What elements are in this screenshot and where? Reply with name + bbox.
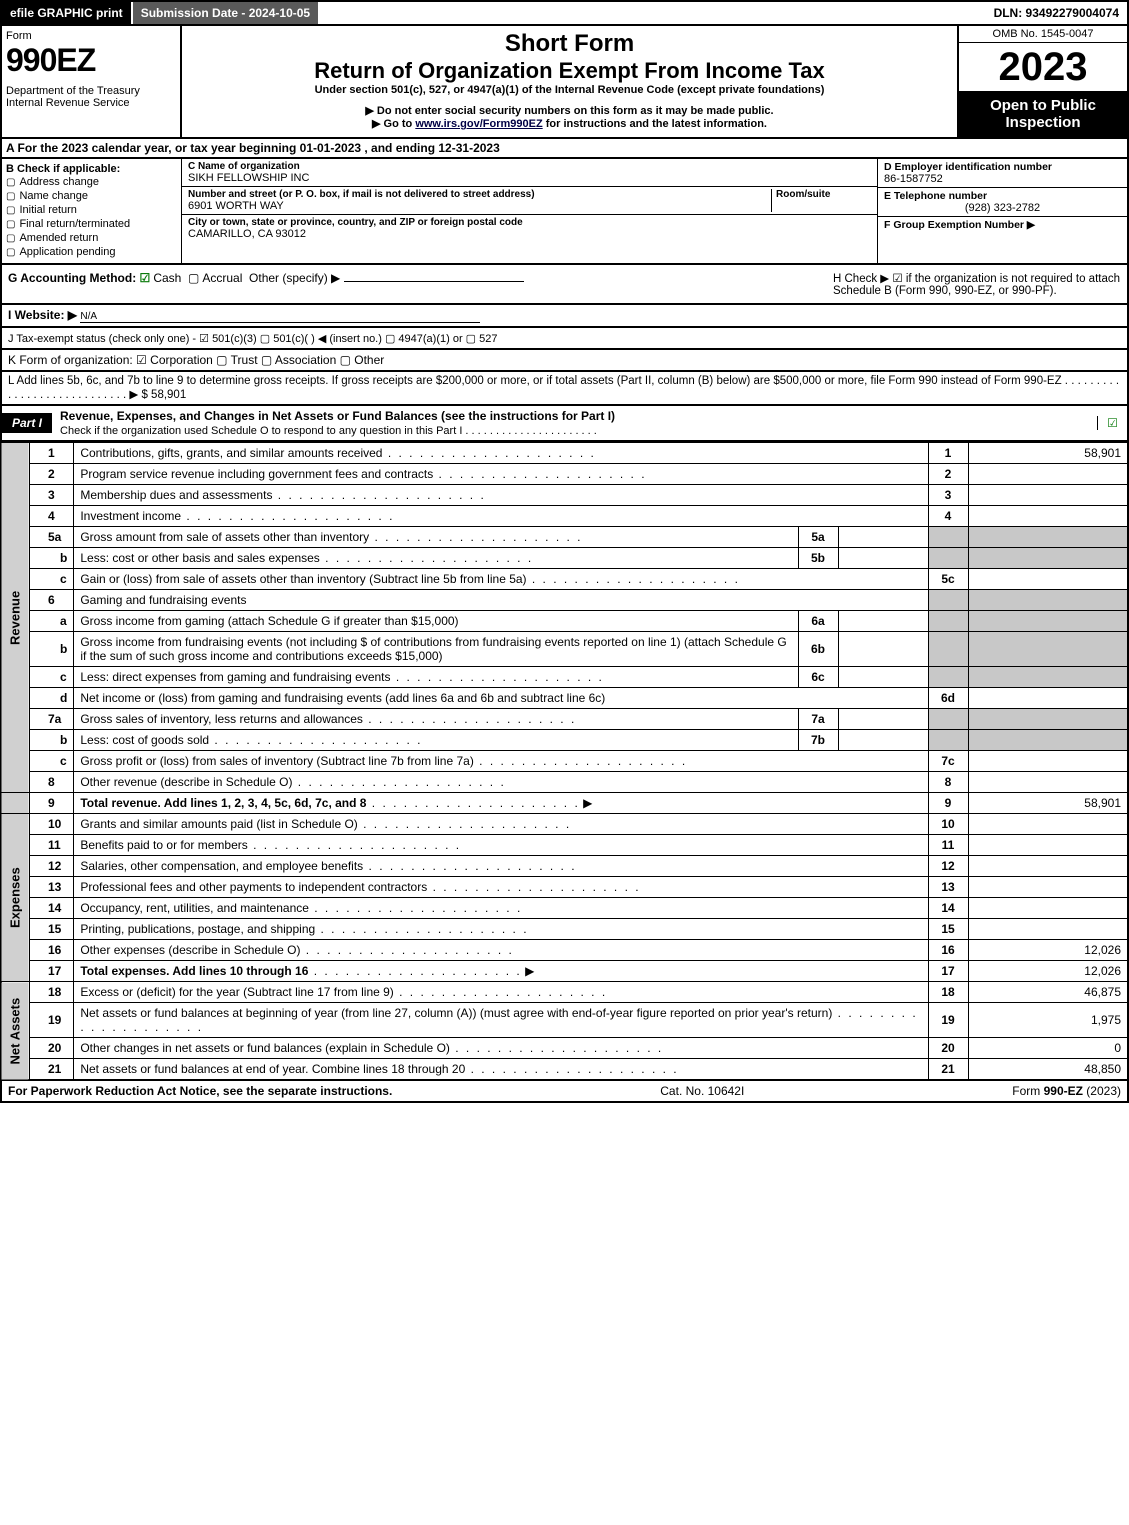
header-center: Short Form Return of Organization Exempt…: [182, 26, 957, 137]
topbar: efile GRAPHIC print Submission Date - 20…: [0, 0, 1129, 24]
info-block: B Check if applicable: Address change Na…: [0, 159, 1129, 265]
cat-no: Cat. No. 10642I: [392, 1084, 1012, 1098]
part1-title: Revenue, Expenses, and Changes in Net As…: [52, 406, 1097, 440]
section-i: I Website: ▶ N/A: [0, 305, 1129, 328]
chk-address-change[interactable]: Address change: [6, 175, 177, 189]
header-left: Form 990EZ Department of the Treasury In…: [2, 26, 182, 137]
line17-value: 12,026: [968, 961, 1128, 982]
chk-final-return[interactable]: Final return/terminated: [6, 217, 177, 231]
submission-date: Submission Date - 2024-10-05: [131, 2, 318, 24]
section-k: K Form of organization: ☑ Corporation ▢ …: [0, 350, 1129, 372]
room-label: Room/suite: [776, 189, 871, 200]
ssn-warning: ▶ Do not enter social security numbers o…: [186, 104, 953, 117]
chk-initial-return[interactable]: Initial return: [6, 203, 177, 217]
netassets-vlabel: Net Assets: [1, 982, 30, 1081]
section-d-e-f: D Employer identification number 86-1587…: [877, 159, 1127, 263]
line15-value: [968, 919, 1128, 940]
form-ref: Form 990-EZ (2023): [1012, 1084, 1121, 1098]
line5b-value: [838, 548, 928, 569]
chk-name-change[interactable]: Name change: [6, 189, 177, 203]
part1-header: Part I Revenue, Expenses, and Changes in…: [0, 406, 1129, 442]
line10-value: [968, 814, 1128, 835]
line21-value: 48,850: [968, 1059, 1128, 1081]
dln: DLN: 93492279004074: [986, 2, 1127, 24]
tax-year: 2023: [959, 43, 1127, 91]
form-word: Form: [6, 30, 176, 42]
section-b: B Check if applicable: Address change Na…: [2, 159, 182, 263]
efile-print-label[interactable]: efile GRAPHIC print: [2, 2, 131, 24]
revenue-vlabel: Revenue: [1, 443, 30, 793]
line2-value: [968, 464, 1128, 485]
chk-application-pending[interactable]: Application pending: [6, 245, 177, 259]
section-a: A For the 2023 calendar year, or tax yea…: [0, 139, 1129, 159]
section-b-label: B Check if applicable:: [6, 163, 120, 175]
org-address: 6901 WORTH WAY: [188, 200, 771, 212]
city-label: City or town, state or province, country…: [188, 217, 871, 228]
section-l: L Add lines 5b, 6c, and 7b to line 9 to …: [0, 372, 1129, 406]
goto-line: ▶ Go to www.irs.gov/Form990EZ for instru…: [186, 117, 953, 130]
line7c-value: [968, 751, 1128, 772]
tel-label: E Telephone number: [884, 190, 1121, 202]
line3-value: [968, 485, 1128, 506]
line19-value: 1,975: [968, 1003, 1128, 1038]
form-header: Form 990EZ Department of the Treasury In…: [0, 24, 1129, 139]
other-specify-input[interactable]: [344, 281, 524, 282]
chk-cash[interactable]: Cash: [140, 271, 182, 285]
section-g-h: G Accounting Method: Cash Accrual Other …: [0, 265, 1129, 305]
section-j: J Tax-exempt status (check only one) - ☑…: [0, 328, 1129, 350]
open-to-public: Open to Public Inspection: [959, 91, 1127, 137]
line16-value: 12,026: [968, 940, 1128, 961]
subtitle: Under section 501(c), 527, or 4947(a)(1)…: [186, 84, 953, 96]
chk-amended-return[interactable]: Amended return: [6, 231, 177, 245]
line8-value: [968, 772, 1128, 793]
tel-value: (928) 323-2782: [884, 202, 1121, 214]
expenses-vlabel: Expenses: [1, 814, 30, 982]
part1-table: Revenue 1Contributions, gifts, grants, a…: [0, 442, 1129, 1081]
part1-schedule-o-check[interactable]: ☑: [1097, 416, 1127, 430]
line5c-value: [968, 569, 1128, 590]
form-number: 990EZ: [6, 42, 176, 79]
org-name-label: C Name of organization: [188, 161, 871, 172]
part1-tag: Part I: [2, 413, 52, 433]
org-city: CAMARILLO, CA 93012: [188, 228, 871, 240]
omb-number: OMB No. 1545-0047: [959, 26, 1127, 43]
section-c: C Name of organization SIKH FELLOWSHIP I…: [182, 159, 877, 263]
line7a-value: [838, 709, 928, 730]
line18-value: 46,875: [968, 982, 1128, 1003]
other-specify: Other (specify) ▶: [249, 271, 340, 285]
line1-value: 58,901: [968, 443, 1128, 464]
irs-link[interactable]: www.irs.gov/Form990EZ: [415, 118, 542, 130]
line14-value: [968, 898, 1128, 919]
line7b-value: [838, 730, 928, 751]
group-exemption-label: F Group Exemption Number ▶: [884, 219, 1121, 231]
footer: For Paperwork Reduction Act Notice, see …: [0, 1081, 1129, 1103]
line20-value: 0: [968, 1038, 1128, 1059]
website-value: N/A: [80, 311, 480, 323]
line6b-value: [838, 632, 928, 667]
short-form-title: Short Form: [186, 30, 953, 58]
ein-label: D Employer identification number: [884, 161, 1121, 173]
line12-value: [968, 856, 1128, 877]
line6d-value: [968, 688, 1128, 709]
line6c-value: [838, 667, 928, 688]
line11-value: [968, 835, 1128, 856]
line5a-value: [838, 527, 928, 548]
line6a-value: [838, 611, 928, 632]
chk-accrual[interactable]: Accrual: [188, 271, 242, 285]
line4-value: [968, 506, 1128, 527]
section-g: G Accounting Method: Cash Accrual Other …: [2, 265, 827, 303]
addr-label: Number and street (or P. O. box, if mail…: [188, 189, 771, 200]
org-name: SIKH FELLOWSHIP INC: [188, 172, 871, 184]
line9-value: 58,901: [968, 793, 1128, 814]
main-title: Return of Organization Exempt From Incom…: [186, 58, 953, 84]
ein-value: 86-1587752: [884, 173, 1121, 185]
line13-value: [968, 877, 1128, 898]
header-right: OMB No. 1545-0047 2023 Open to Public In…: [957, 26, 1127, 137]
dept-treasury: Department of the Treasury Internal Reve…: [6, 85, 176, 109]
section-h: H Check ▶ ☑ if the organization is not r…: [827, 265, 1127, 303]
paperwork-notice: For Paperwork Reduction Act Notice, see …: [8, 1084, 392, 1098]
